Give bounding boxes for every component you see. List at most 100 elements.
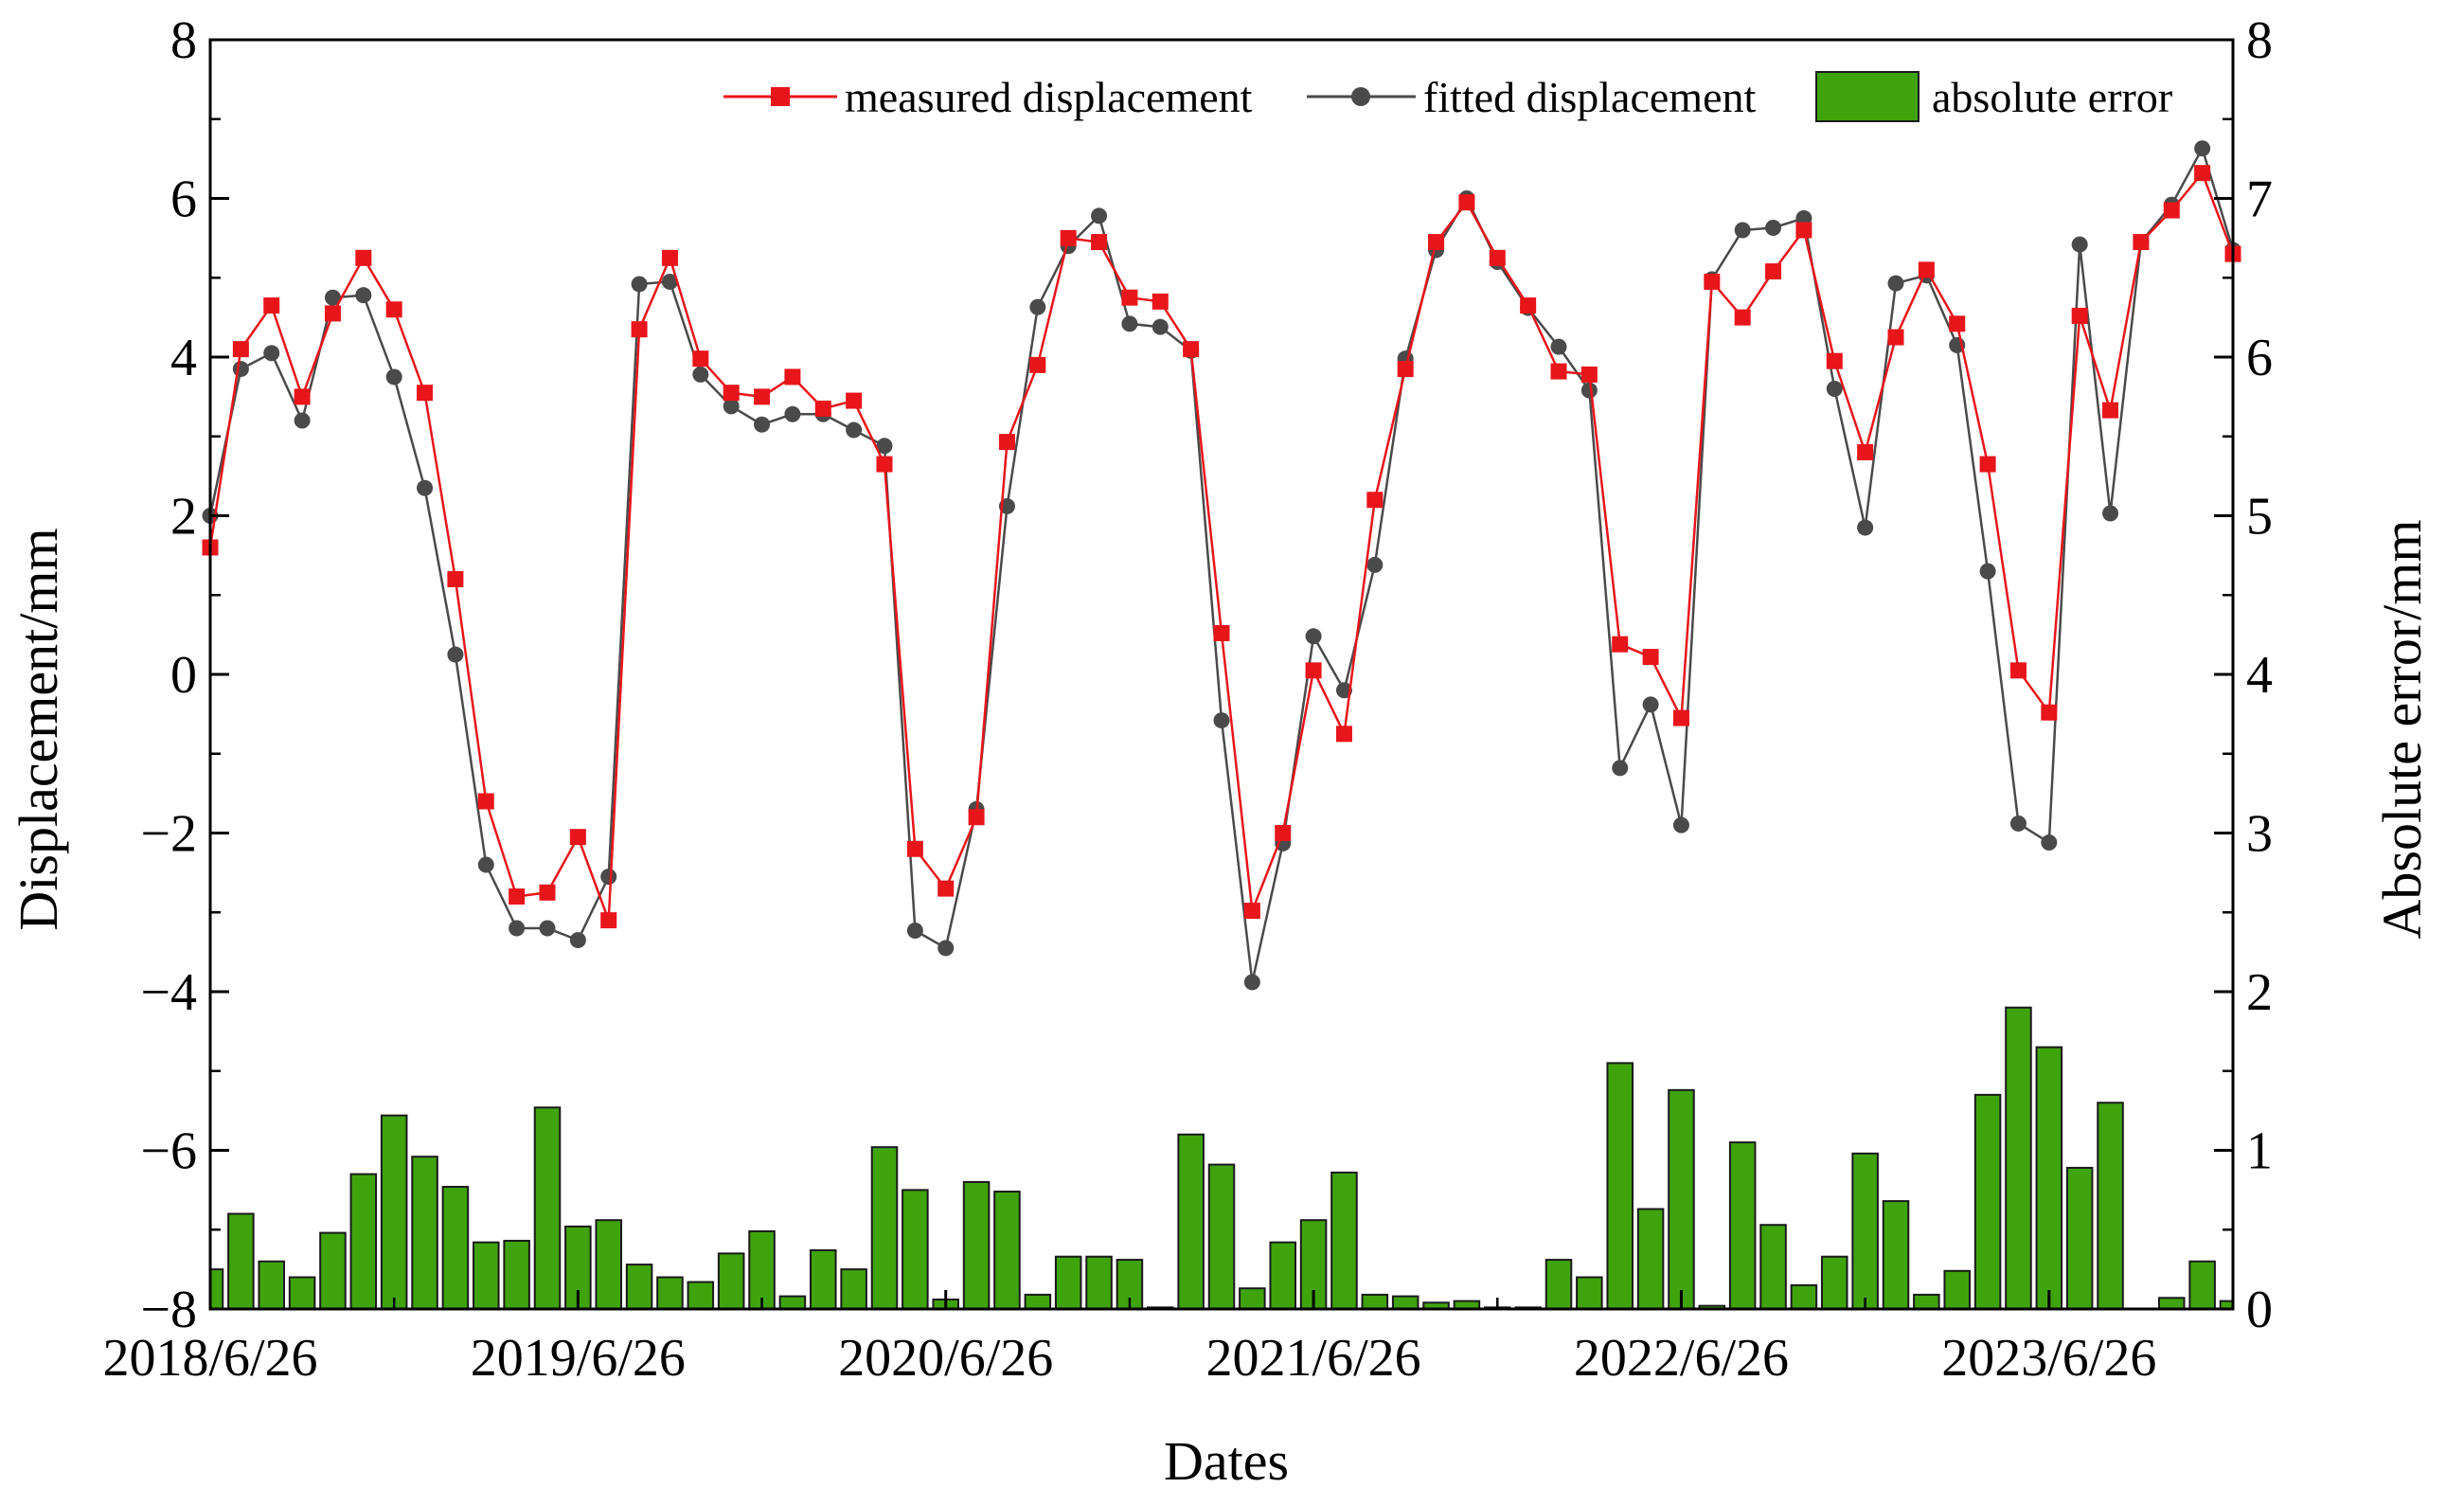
y-right-tick-label: 2 <box>2246 963 2273 1022</box>
fitted-point <box>631 276 648 293</box>
measured-point <box>1275 825 1292 841</box>
fitted-point <box>1213 712 1230 729</box>
x-axis-title: Dates <box>1164 1430 1289 1492</box>
legend-measured-label: measured displacement <box>845 73 1253 121</box>
error-bar <box>1728 1141 1757 1310</box>
fitted-point <box>1642 696 1659 713</box>
legend-error-swatch <box>1815 71 1919 122</box>
measured-point <box>2133 234 2150 251</box>
error-bar <box>1085 1255 1113 1310</box>
fitted-point <box>723 398 740 415</box>
error-bar <box>1606 1062 1634 1310</box>
fitted-point <box>661 273 678 290</box>
y-left-tick-label: 0 <box>170 646 197 705</box>
fitted-point <box>447 646 464 663</box>
error-bar <box>1054 1255 1082 1310</box>
legend-fitted-label: fitted displacement <box>1423 73 1756 121</box>
fitted-point <box>1243 974 1260 991</box>
fitted-point <box>1152 318 1169 335</box>
y-right-tick-label: 3 <box>2246 805 2273 864</box>
error-bar <box>962 1181 991 1310</box>
measured-point <box>294 388 311 405</box>
error-bar <box>503 1239 530 1310</box>
fitted-point <box>509 920 526 937</box>
measured-point <box>1550 363 1567 380</box>
measured-point <box>1458 194 1475 211</box>
error-bar <box>1882 1200 1910 1310</box>
fitted-point <box>385 368 402 385</box>
fitted-point <box>417 479 434 496</box>
error-bars <box>209 1006 2235 1311</box>
measured-point <box>1642 649 1659 666</box>
measured-point <box>232 341 249 358</box>
legend-error-label: absolute error <box>1932 73 2172 121</box>
measured-point <box>1580 366 1598 383</box>
measured-point <box>417 385 434 402</box>
error-bar <box>1973 1093 2002 1310</box>
fitted-point <box>754 416 771 433</box>
measured-point <box>846 392 863 409</box>
fitted-point <box>1857 519 1874 536</box>
x-tick-label: 2022/6/26 <box>1574 1329 1789 1388</box>
error-bar <box>1177 1133 1205 1310</box>
fitted-point <box>1887 275 1904 292</box>
error-bar <box>1636 1208 1665 1310</box>
error-bar <box>902 1189 929 1310</box>
x-tick-label: 2021/6/26 <box>1206 1329 1421 1388</box>
error-bar <box>1024 1293 1052 1311</box>
fitted-point <box>1765 219 1782 236</box>
y-axis-title-left: Displacement/mm <box>8 528 69 930</box>
axes: −8 −6 −4 −2 0 2 4 6 8 0 1 2 3 4 5 6 7 8 2018/6/26 2019/6/26… <box>102 11 2273 1388</box>
measured-displacement-series <box>202 165 2241 929</box>
measured-point <box>998 434 1015 451</box>
measured-point <box>784 368 801 385</box>
fitted-point <box>906 923 923 940</box>
measured-point <box>1704 273 1721 290</box>
fitted-point <box>1121 315 1138 332</box>
fitted-point <box>1366 556 1384 573</box>
error-bar <box>1391 1295 1419 1310</box>
error-bar <box>2035 1046 2063 1310</box>
fitted-point <box>324 289 341 306</box>
error-bar <box>625 1264 653 1310</box>
y-right-tick-label: 6 <box>2246 329 2273 387</box>
measured-point <box>723 385 740 402</box>
fitted-point <box>569 932 586 949</box>
error-bar <box>687 1281 715 1311</box>
measured-point <box>1857 444 1874 460</box>
measured-point <box>1672 709 1689 726</box>
measured-point <box>569 829 586 846</box>
error-bar <box>840 1268 867 1310</box>
error-bar <box>778 1295 807 1310</box>
x-tick-label: 2018/6/26 <box>102 1329 317 1388</box>
measured-point <box>1489 249 1506 266</box>
measured-point <box>968 809 985 826</box>
measured-point <box>1152 293 1169 310</box>
error-bar <box>1207 1163 1236 1310</box>
measured-point <box>1734 309 1751 326</box>
measured-point <box>509 888 526 905</box>
measured-point <box>2071 307 2088 324</box>
error-bar <box>288 1276 316 1310</box>
measured-point <box>1826 352 1843 369</box>
fitted-point <box>1305 628 1322 645</box>
measured-point <box>1091 234 1108 251</box>
error-bar <box>2188 1260 2216 1310</box>
measured-point <box>2163 202 2180 219</box>
x-tick-label: 2019/6/26 <box>471 1329 686 1388</box>
error-bar <box>1361 1293 1389 1311</box>
fitted-point <box>1580 382 1598 399</box>
error-bar <box>656 1276 684 1310</box>
fitted-point <box>2194 140 2211 157</box>
measured-point <box>477 793 494 810</box>
measured-point <box>937 880 955 897</box>
y-right-tick-label: 4 <box>2246 646 2273 705</box>
error-bar <box>1668 1088 1695 1310</box>
legend-fitted-marker <box>1351 87 1370 106</box>
error-bar <box>717 1252 745 1310</box>
measured-point <box>1520 297 1537 314</box>
measured-point <box>2102 402 2119 419</box>
measured-point <box>600 912 617 929</box>
error-bar <box>748 1229 776 1311</box>
